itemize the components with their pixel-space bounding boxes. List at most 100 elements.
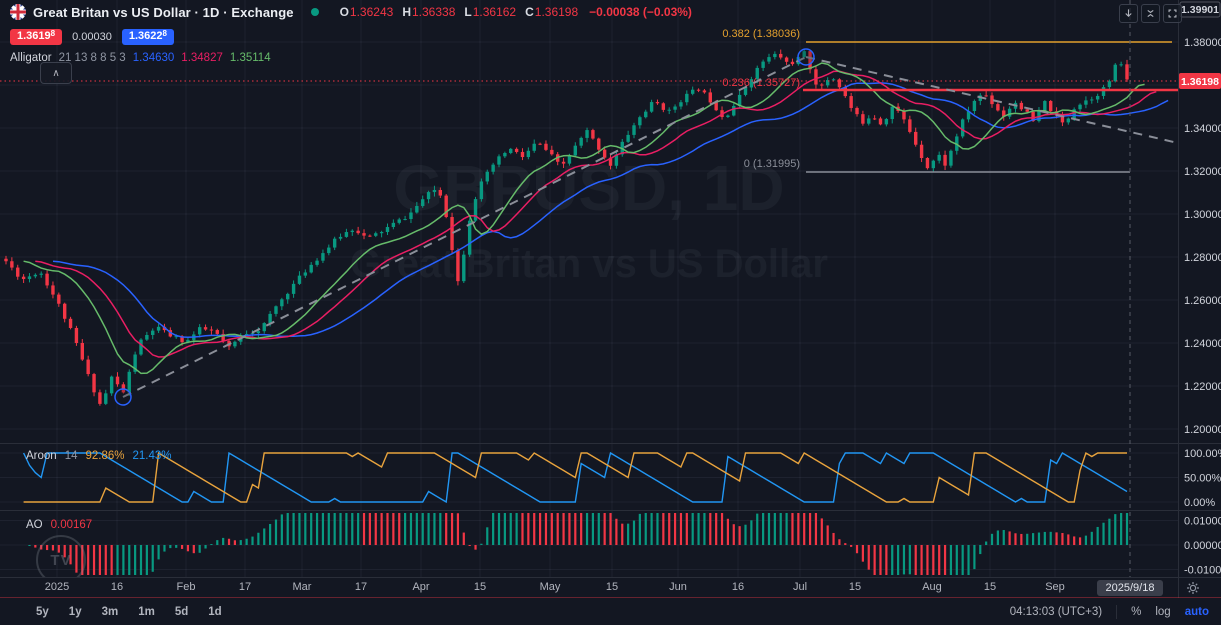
watermark: GBPUSD, 1D Great Britan vs US Dollar [350, 152, 828, 286]
range-button-1m[interactable]: 1m [138, 605, 155, 618]
fib-level-label: 0.236 (1.35727) [722, 77, 800, 89]
range-button-5y[interactable]: 5y [36, 605, 49, 618]
svg-text:1.38000: 1.38000 [1184, 37, 1221, 49]
axis-settings-button[interactable] [1186, 581, 1200, 600]
alligator-lips-line [23, 62, 1145, 375]
range-button-5d[interactable]: 5d [174, 605, 189, 618]
session-separator-line [0, 597, 1221, 598]
axis-corner-separator [1178, 578, 1179, 598]
aroon-pane [22, 451, 1128, 504]
grid [0, 0, 1178, 577]
bottom-toolbar: 5y 1y 3m 1m 5d 1d 04:13:03 (UTC+3) % log auto [0, 598, 1221, 625]
svg-text:1.28000: 1.28000 [1184, 252, 1221, 264]
time-tick: May [539, 581, 561, 593]
date-range-buttons: 5y 1y 3m 1m 5d 1d [0, 606, 222, 618]
svg-text:1.20000: 1.20000 [1184, 424, 1221, 436]
chart-corner-buttons [1119, 4, 1182, 23]
symbol-title[interactable]: Great Britan vs US Dollar · 1D · Exchang… [33, 4, 294, 20]
gear-icon [1187, 582, 1199, 594]
change-value: −0.00038 (−0.03%) [589, 5, 692, 19]
alligator-jaw-value: 1.34630 [132, 52, 175, 64]
auto-scale-button[interactable]: auto [1184, 605, 1209, 618]
aroon-up-value: 92.86% [85, 450, 125, 462]
svg-text:0.00%: 0.00% [1184, 497, 1215, 509]
time-axis[interactable]: 2025/9/18 2025 16 Feb 17 Mar 17 Apr 15 May 15 Jun 1… [0, 577, 1221, 598]
pane-separators [0, 0, 1221, 577]
fib-level-label: 0.382 (1.38036) [722, 28, 800, 40]
maximize-pane-button[interactable] [1163, 4, 1182, 23]
symbol-row: Great Britan vs US Dollar · 1D · Exchang… [10, 4, 692, 20]
svg-text:1.26000: 1.26000 [1184, 295, 1221, 307]
svg-text:100.00%: 100.00% [1184, 448, 1221, 460]
collapse-panes-button[interactable] [1141, 4, 1160, 23]
svg-text:50.00%: 50.00% [1184, 473, 1221, 485]
symbol-flag-icon [10, 4, 26, 20]
time-tick: Aug [922, 581, 942, 593]
range-button-1d[interactable]: 1d [208, 605, 222, 618]
time-tick: 15 [983, 581, 997, 593]
time-tick: 15 [473, 581, 487, 593]
svg-text:1.30000: 1.30000 [1184, 209, 1221, 221]
selected-date-label: 2025/9/18 [1097, 580, 1163, 596]
aroon-param: 14 [64, 450, 78, 462]
time-tick: Jun [669, 581, 687, 593]
ao-legend: AO 0.00167 [26, 519, 92, 531]
alligator-legend: Alligator 21 13 8 8 5 3 1.34630 1.34827 … [10, 52, 692, 64]
legend-collapse-button[interactable]: ∧ [40, 62, 72, 84]
toolbar-divider [1116, 604, 1118, 619]
clock-label[interactable]: 04:13:03 (UTC+3) [1009, 605, 1103, 618]
ao-name[interactable]: AO [26, 519, 43, 531]
aroon-down-line [22, 451, 1128, 504]
time-tick: 17 [238, 581, 252, 593]
candles [4, 48, 1129, 406]
trendline-up [122, 56, 807, 398]
svg-text:Great Britan vs US Dollar: Great Britan vs US Dollar [350, 242, 828, 286]
log-scale-button[interactable]: log [1155, 605, 1171, 618]
drawing-anchor [797, 48, 815, 66]
time-tick: Feb [176, 581, 196, 593]
ao-value: 0.00167 [50, 519, 93, 531]
last-price-badge [1179, 73, 1221, 89]
svg-text:1.24000: 1.24000 [1184, 338, 1221, 350]
range-button-3m[interactable]: 3m [101, 605, 119, 618]
ohlc-values: O1.36243 H1.36338 L1.36162 C1.36198 −0.0… [339, 5, 692, 19]
scroll-to-recent-button[interactable] [1119, 4, 1138, 23]
ask-badge[interactable]: 1.36228 [121, 28, 174, 45]
alligator-teeth-line [35, 70, 1157, 358]
aroon-legend: Aroon 14 92.86% 21.43% [26, 450, 172, 462]
toolbar-right: 04:13:03 (UTC+3) % log auto [1009, 604, 1221, 619]
alligator-jaw-line [52, 82, 1169, 338]
svg-text:-0.01000: -0.01000 [1184, 565, 1221, 577]
percent-scale-button[interactable]: % [1131, 605, 1142, 618]
svg-text:1.22000: 1.22000 [1184, 381, 1221, 393]
bid-badge[interactable]: 1.36198 [10, 28, 63, 45]
svg-text:1.32000: 1.32000 [1184, 166, 1221, 178]
svg-text:1.39901: 1.39901 [1181, 4, 1219, 16]
alligator-name[interactable]: Alligator [10, 52, 52, 64]
market-status-dot[interactable] [310, 8, 319, 16]
svg-text:0.00000: 0.00000 [1184, 540, 1221, 552]
range-button-1y[interactable]: 1y [68, 605, 82, 618]
chart-legend: Great Britan vs US Dollar · 1D · Exchang… [10, 4, 692, 64]
chevron-up-icon: ∧ [52, 67, 60, 79]
drawings: 0.382 (1.38036) 0.236 (1.35727) 0 (1.31995… [0, 0, 1179, 577]
aroon-up-line [23, 451, 1127, 503]
drawing-anchor [114, 388, 132, 406]
spread-value: 0.00030 [72, 30, 112, 43]
alligator-lips-value: 1.35114 [229, 52, 271, 64]
aroon-name[interactable]: Aroon [26, 450, 57, 462]
alligator-teeth-value: 1.34827 [181, 52, 223, 64]
time-tick: 16 [110, 581, 124, 593]
time-tick: 15 [605, 581, 619, 593]
time-tick: Mar [292, 581, 312, 593]
time-tick: Apr [412, 581, 430, 593]
fib-level-label: 0 (1.31995) [744, 158, 800, 170]
maximize-icon [1168, 9, 1177, 18]
time-tick: Sep [1045, 581, 1065, 593]
ao-pane [28, 513, 1129, 575]
price-axis[interactable]: 1.38000 1.34000 1.32000 1.30000 1.28000 1.260… [1179, 1, 1221, 577]
svg-text:1.34000: 1.34000 [1184, 123, 1221, 135]
bid-ask-row: 1.36198 0.00030 1.36228 [10, 28, 692, 45]
